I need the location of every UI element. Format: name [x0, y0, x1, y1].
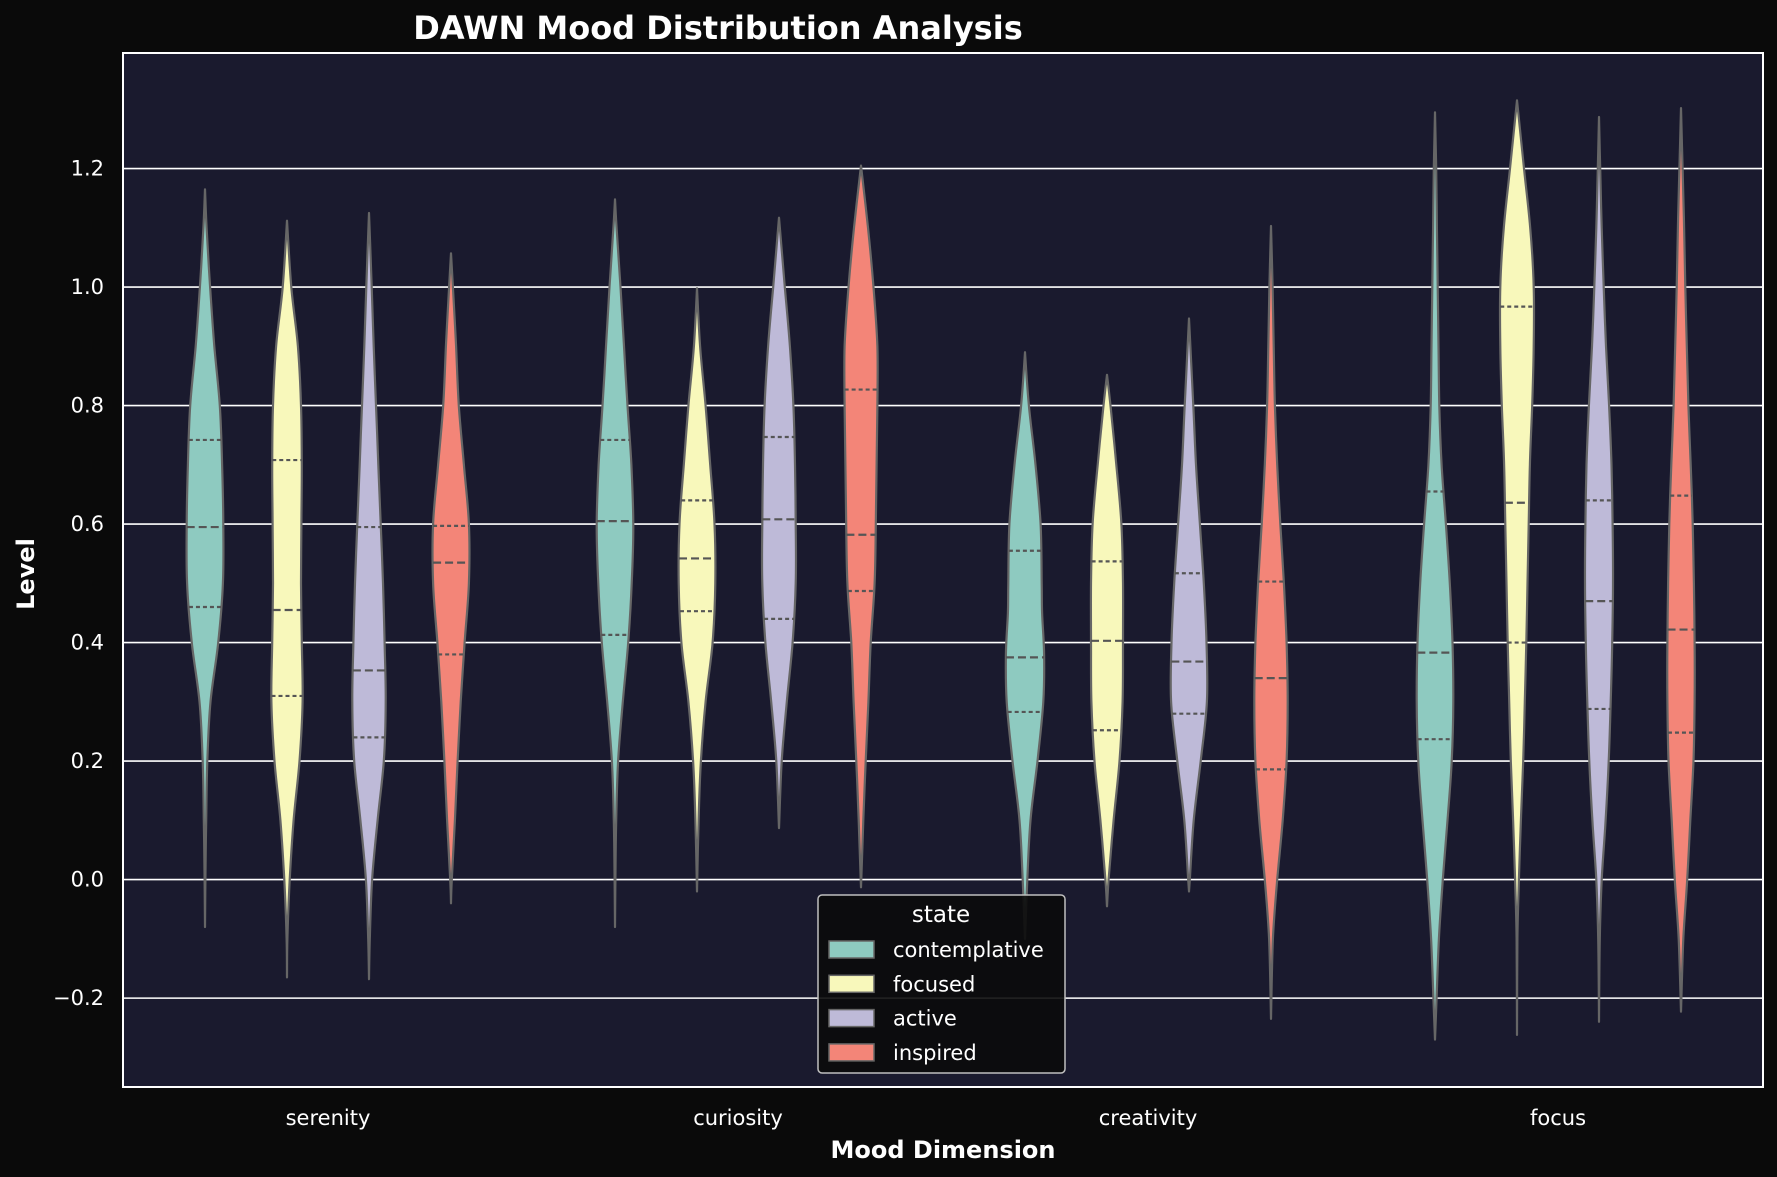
y-axis-ticks: −0.2 0.0 0.2 0.4 0.6 0.8 1.0 1.2 — [53, 157, 104, 1011]
y-tick-label: 0.0 — [71, 868, 104, 892]
x-axis-label: Mood Dimension — [831, 1136, 1056, 1164]
x-tick-label: curiosity — [693, 1106, 783, 1130]
x-tick-label: focus — [1530, 1106, 1586, 1130]
violin-active-serenity — [351, 211, 387, 981]
legend-swatch — [828, 1008, 875, 1028]
legend-label: active — [893, 1007, 957, 1031]
violin-contemplative-creativity — [1004, 351, 1046, 940]
violin-active-creativity — [1169, 317, 1209, 893]
y-tick-label: 1.2 — [71, 157, 104, 181]
violin-focused-serenity — [270, 219, 304, 979]
violin-active-curiosity — [760, 216, 798, 830]
violin-inspired-creativity — [1253, 224, 1289, 1020]
legend-swatch — [828, 940, 875, 959]
x-tick-label: creativity — [1099, 1106, 1198, 1130]
violin-focused-focus — [1498, 99, 1536, 1036]
violin-inspired-focus — [1666, 107, 1696, 1013]
violin-contemplative-serenity — [185, 188, 225, 929]
chart-title: DAWN Mood Distribution Analysis — [413, 9, 1022, 47]
violin-active-focus — [1583, 115, 1615, 1023]
plot-frame — [122, 52, 1764, 1088]
violin-contemplative-curiosity — [595, 198, 635, 929]
y-tick-label: 0.6 — [71, 512, 104, 536]
legend-label: focused — [893, 972, 975, 996]
x-axis-ticks: serenity curiosity creativity focus — [286, 1106, 1586, 1130]
y-tick-label: 1.0 — [71, 275, 104, 299]
violins — [185, 99, 1696, 1041]
y-tick-label: −0.2 — [53, 986, 104, 1010]
legend-box — [817, 894, 1066, 1074]
legend: state contemplative focused active inspired — [817, 894, 1066, 1074]
y-tick-label: 0.2 — [71, 749, 104, 773]
legend-label: contemplative — [893, 938, 1044, 962]
legend-title: state — [912, 902, 970, 928]
x-tick-label: serenity — [286, 1106, 371, 1130]
violin-inspired-curiosity — [843, 164, 879, 889]
legend-items: contemplative focused active inspired — [828, 938, 1044, 1065]
grid-lines — [123, 167, 1763, 999]
legend-swatch — [828, 1043, 875, 1062]
violin-contemplative-focus — [1415, 111, 1455, 1041]
y-tick-label: 0.8 — [71, 394, 104, 418]
legend-label: inspired — [893, 1041, 977, 1065]
violin-focused-curiosity — [677, 287, 717, 893]
legend-swatch — [828, 974, 875, 994]
y-tick-label: 0.4 — [71, 631, 104, 655]
y-axis-label: Level — [12, 538, 40, 610]
violin-inspired-serenity — [431, 252, 471, 905]
